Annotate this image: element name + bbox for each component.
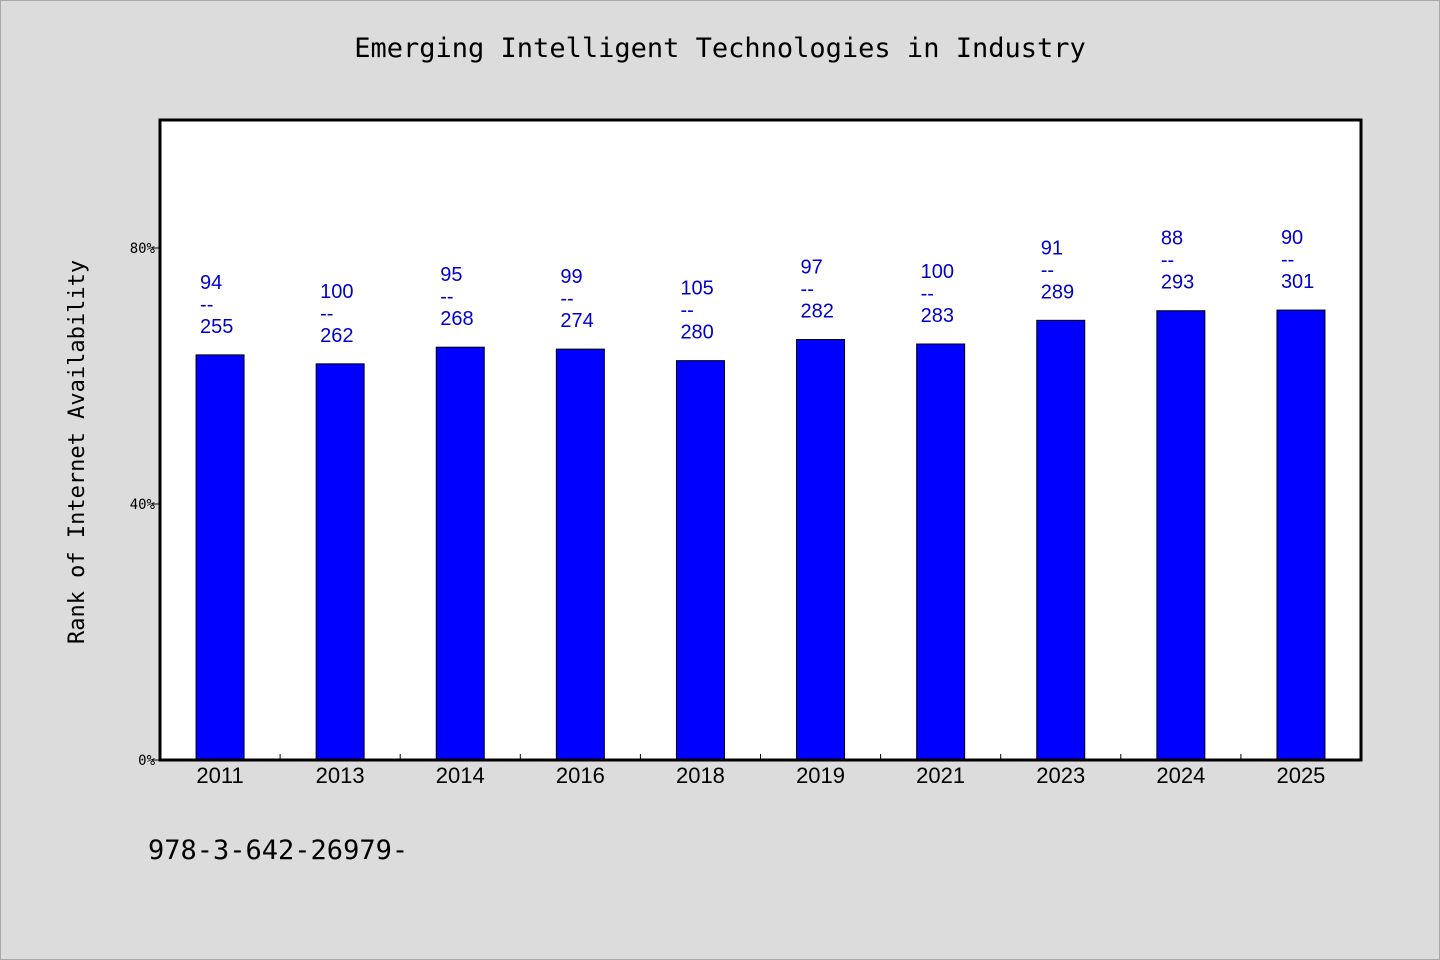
bar-2018 <box>675 360 725 761</box>
data-label-2014-2: 268 <box>440 308 473 330</box>
data-label-2018-0: 105 <box>680 278 713 300</box>
bar-2013 <box>315 363 365 761</box>
data-label-2019-1: -- <box>801 279 814 301</box>
data-label-2021-1: -- <box>921 283 934 305</box>
bar-2023 <box>1036 319 1086 761</box>
data-label-2025-0: 90 <box>1281 227 1303 249</box>
data-label-2011-0: 94 <box>200 272 222 294</box>
x-tick-label-2021: 2021 <box>916 763 965 788</box>
x-tick-label-2011: 2011 <box>196 763 243 788</box>
data-label-2011-2: 255 <box>200 316 233 338</box>
bar-2025 <box>1276 309 1326 761</box>
data-label-2024-0: 88 <box>1161 228 1183 250</box>
data-label-2013-0: 100 <box>320 281 353 303</box>
data-label-2019-2: 282 <box>801 301 834 323</box>
data-label-2024-2: 293 <box>1161 272 1194 294</box>
data-label-2023-2: 289 <box>1041 281 1074 303</box>
x-tick-label-2014: 2014 <box>436 763 485 788</box>
data-label-2016-2: 274 <box>560 310 593 332</box>
footnote: 978-3-642-26979- <box>148 835 409 866</box>
x-tick-label-2016: 2016 <box>556 763 605 788</box>
x-tick-label-2023: 2023 <box>1036 763 1085 788</box>
data-label-2018-2: 280 <box>680 322 713 344</box>
data-label-2016-1: -- <box>560 288 573 310</box>
bar-2021 <box>916 343 966 761</box>
data-label-2013-1: -- <box>320 303 333 325</box>
x-tick-label-2025: 2025 <box>1276 763 1325 788</box>
x-tick-label-2019: 2019 <box>796 763 845 788</box>
x-tick-label-2018: 2018 <box>676 763 725 788</box>
x-tick-label-2013: 2013 <box>316 763 365 788</box>
data-label-2023-1: -- <box>1041 259 1054 281</box>
y-tick-label-40: 40% <box>130 497 156 513</box>
chart-title: Emerging Intelligent Technologies in Ind… <box>354 33 1086 64</box>
bar-2011 <box>195 354 245 761</box>
data-label-2025-2: 301 <box>1281 271 1314 293</box>
y-axis-label: Rank of Internet Availability <box>65 260 90 644</box>
bar-2024 <box>1156 310 1206 761</box>
data-label-2025-1: -- <box>1281 249 1294 271</box>
data-label-2016-0: 99 <box>560 266 582 288</box>
bar-2016 <box>555 348 605 761</box>
data-label-2024-1: -- <box>1161 250 1174 272</box>
y-tick-label-80: 80% <box>130 241 156 257</box>
x-tick-label-2024: 2024 <box>1156 763 1205 788</box>
data-label-2014-1: -- <box>440 286 453 308</box>
bar-2014 <box>435 346 485 761</box>
data-label-2023-0: 91 <box>1041 237 1063 259</box>
data-label-2021-2: 283 <box>921 305 954 327</box>
bar-2019 <box>796 339 846 761</box>
data-label-2021-0: 100 <box>921 261 954 283</box>
data-label-2018-1: -- <box>680 300 693 322</box>
data-label-2011-1: -- <box>200 294 213 316</box>
data-label-2019-0: 97 <box>801 257 823 279</box>
data-label-2014-0: 95 <box>440 264 462 286</box>
y-tick-label-0: 0% <box>138 753 155 769</box>
data-label-2013-2: 262 <box>320 325 353 347</box>
